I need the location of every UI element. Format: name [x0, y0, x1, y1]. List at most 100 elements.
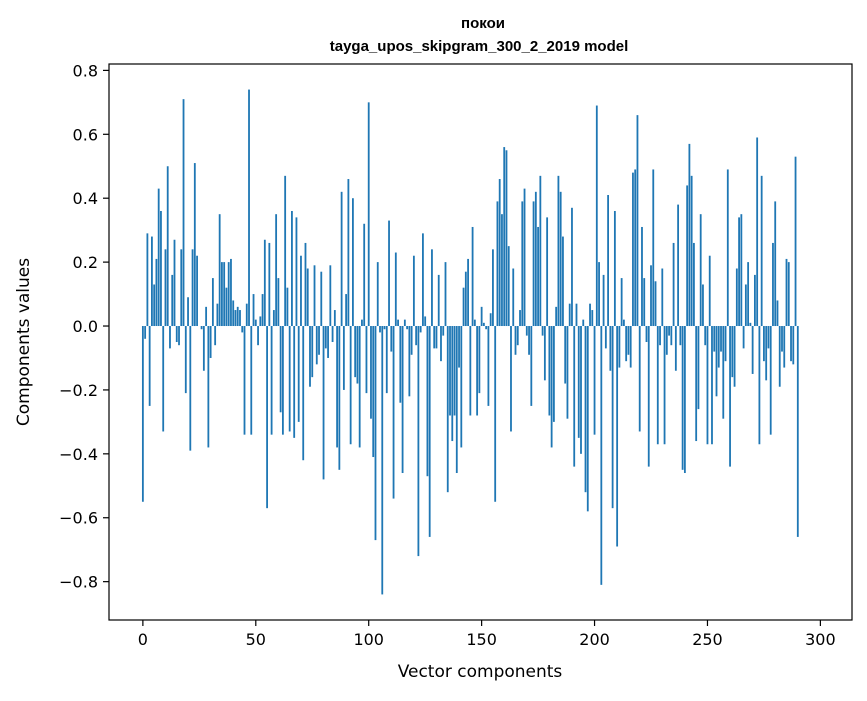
bar — [688, 144, 690, 326]
bar — [472, 227, 474, 326]
bar — [738, 217, 740, 326]
bar — [781, 326, 783, 352]
bar — [266, 326, 268, 508]
bar — [332, 326, 334, 342]
bar — [632, 173, 634, 326]
bar — [309, 326, 311, 387]
bar — [250, 326, 252, 435]
bar — [341, 192, 343, 326]
bar — [156, 259, 158, 326]
bar — [408, 326, 410, 396]
y-tick-label: −0.4 — [59, 445, 98, 464]
bar — [679, 326, 681, 345]
bar — [314, 265, 316, 326]
bar-series — [142, 90, 799, 595]
bar — [336, 326, 338, 447]
bar — [747, 262, 749, 326]
y-tick-label: 0.2 — [73, 253, 98, 272]
bar — [189, 326, 191, 451]
bar — [275, 214, 277, 326]
bar — [736, 269, 738, 327]
bar — [248, 90, 250, 326]
bar — [790, 326, 792, 361]
bar — [354, 326, 356, 377]
bar — [144, 326, 146, 339]
bar — [594, 326, 596, 435]
bar — [447, 326, 449, 492]
bar — [433, 326, 435, 348]
bar — [323, 326, 325, 479]
bar — [783, 326, 785, 368]
bar — [576, 304, 578, 326]
bar — [214, 326, 216, 345]
bar — [257, 326, 259, 345]
bar — [167, 166, 169, 326]
bar — [670, 326, 672, 345]
bar — [176, 326, 178, 342]
bar — [187, 297, 189, 326]
bar — [194, 163, 196, 326]
bar — [618, 326, 620, 368]
bar — [666, 326, 668, 355]
bar — [745, 284, 747, 326]
bar — [698, 326, 700, 409]
bar — [384, 326, 386, 329]
bar — [366, 326, 368, 393]
x-tick-label: 50 — [246, 630, 266, 649]
bar — [415, 326, 417, 345]
bar — [571, 208, 573, 326]
bar — [756, 137, 758, 326]
bar — [795, 157, 797, 326]
bar — [264, 240, 266, 326]
bar — [438, 275, 440, 326]
bar — [449, 326, 451, 415]
bar — [361, 320, 363, 326]
bar — [548, 326, 550, 415]
bar — [436, 326, 438, 348]
x-axis-label: Vector components — [398, 662, 563, 682]
bar — [162, 326, 164, 431]
bar — [792, 326, 794, 364]
bar — [393, 326, 395, 499]
bar — [564, 326, 566, 384]
bar — [454, 326, 456, 415]
bar — [235, 310, 237, 326]
bar — [352, 198, 354, 326]
bar — [397, 320, 399, 326]
bar — [700, 214, 702, 326]
bar — [171, 275, 173, 326]
bar — [797, 326, 799, 537]
y-tick-label: 0.4 — [73, 189, 98, 208]
bar — [609, 326, 611, 371]
bar — [772, 243, 774, 326]
bar — [501, 214, 503, 326]
plot-frame — [109, 64, 852, 620]
bar — [404, 320, 406, 326]
bar — [221, 262, 223, 326]
bar — [185, 326, 187, 393]
bar — [217, 304, 219, 326]
bar — [655, 281, 657, 326]
x-tick-label: 300 — [805, 630, 836, 649]
bar — [580, 326, 582, 454]
bar — [169, 326, 171, 348]
bar — [427, 326, 429, 476]
bar — [411, 326, 413, 355]
bar — [357, 326, 359, 384]
bar — [456, 326, 458, 473]
bar — [774, 201, 776, 326]
bar — [573, 326, 575, 467]
bar — [589, 304, 591, 326]
bar — [707, 326, 709, 444]
bar — [282, 326, 284, 435]
bar — [591, 310, 593, 326]
bar — [226, 288, 228, 326]
bar — [375, 326, 377, 540]
bar — [149, 326, 151, 406]
bar — [488, 326, 490, 406]
bar — [228, 262, 230, 326]
bar — [402, 326, 404, 473]
bar — [720, 326, 722, 352]
